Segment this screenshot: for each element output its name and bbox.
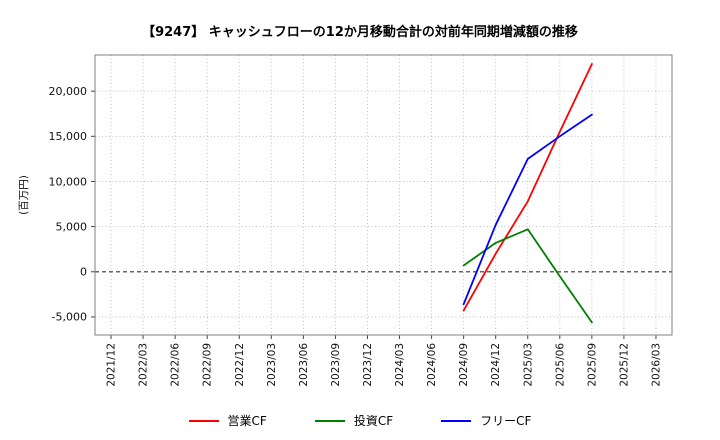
x-tick-label: 2023/03 (266, 343, 278, 387)
x-tick-label: 2022/12 (234, 343, 246, 387)
x-tick-label: 2024/06 (426, 343, 438, 387)
x-tick-label: 2025/09 (586, 343, 598, 387)
legend-label-operating-cf: 営業CF (227, 414, 267, 428)
x-tick-label: 2025/12 (618, 343, 630, 387)
x-tick-label: 2021/12 (106, 343, 118, 387)
legend-label-free-cf: フリーCF (480, 414, 532, 428)
x-tick-label: 2023/09 (330, 343, 342, 387)
y-tick-label: 10,000 (49, 175, 88, 188)
investing-cf-line-swatch (314, 419, 345, 422)
x-tick-label: 2026/03 (650, 343, 662, 387)
x-tick-label: 2024/09 (458, 343, 470, 387)
legend: 営業CF 投資CF フリーCF (0, 412, 720, 429)
legend-item-operating-cf: 営業CF (188, 412, 267, 429)
legend-item-free-cf: フリーCF (441, 412, 531, 429)
chart-title: 【9247】 キャッシュフローの12か月移動合計の対前年同期増減額の推移 (142, 25, 578, 40)
x-tick-label: 2022/06 (170, 343, 182, 387)
x-tick-label: 2025/06 (554, 343, 566, 387)
legend-label-investing-cf: 投資CF (353, 414, 394, 428)
plot-border (94, 54, 673, 336)
y-axis-label: (百万円) (18, 175, 30, 215)
x-tick-label: 2024/12 (490, 343, 502, 387)
y-tick-label: 20,000 (49, 85, 88, 98)
x-tick-label: 2023/06 (298, 343, 310, 387)
series-line-free-cf (462, 113, 593, 306)
x-tick-label: 2022/03 (138, 343, 150, 387)
operating-cf-line-swatch (188, 419, 219, 422)
series-line-operating-cf (462, 63, 593, 312)
y-tick-label: 0 (80, 266, 87, 279)
x-tick-label: 2024/03 (394, 343, 406, 387)
y-tick-label: 5,000 (56, 220, 88, 233)
y-tick-label: -5,000 (52, 311, 87, 324)
x-tick-label: 2025/03 (522, 343, 534, 387)
y-tick-label: 15,000 (49, 130, 88, 143)
x-tick-label: 2022/09 (202, 343, 214, 387)
free-cf-line-swatch (441, 419, 472, 422)
x-tick-label: 2023/12 (362, 343, 374, 387)
legend-item-investing-cf: 投資CF (314, 412, 394, 429)
